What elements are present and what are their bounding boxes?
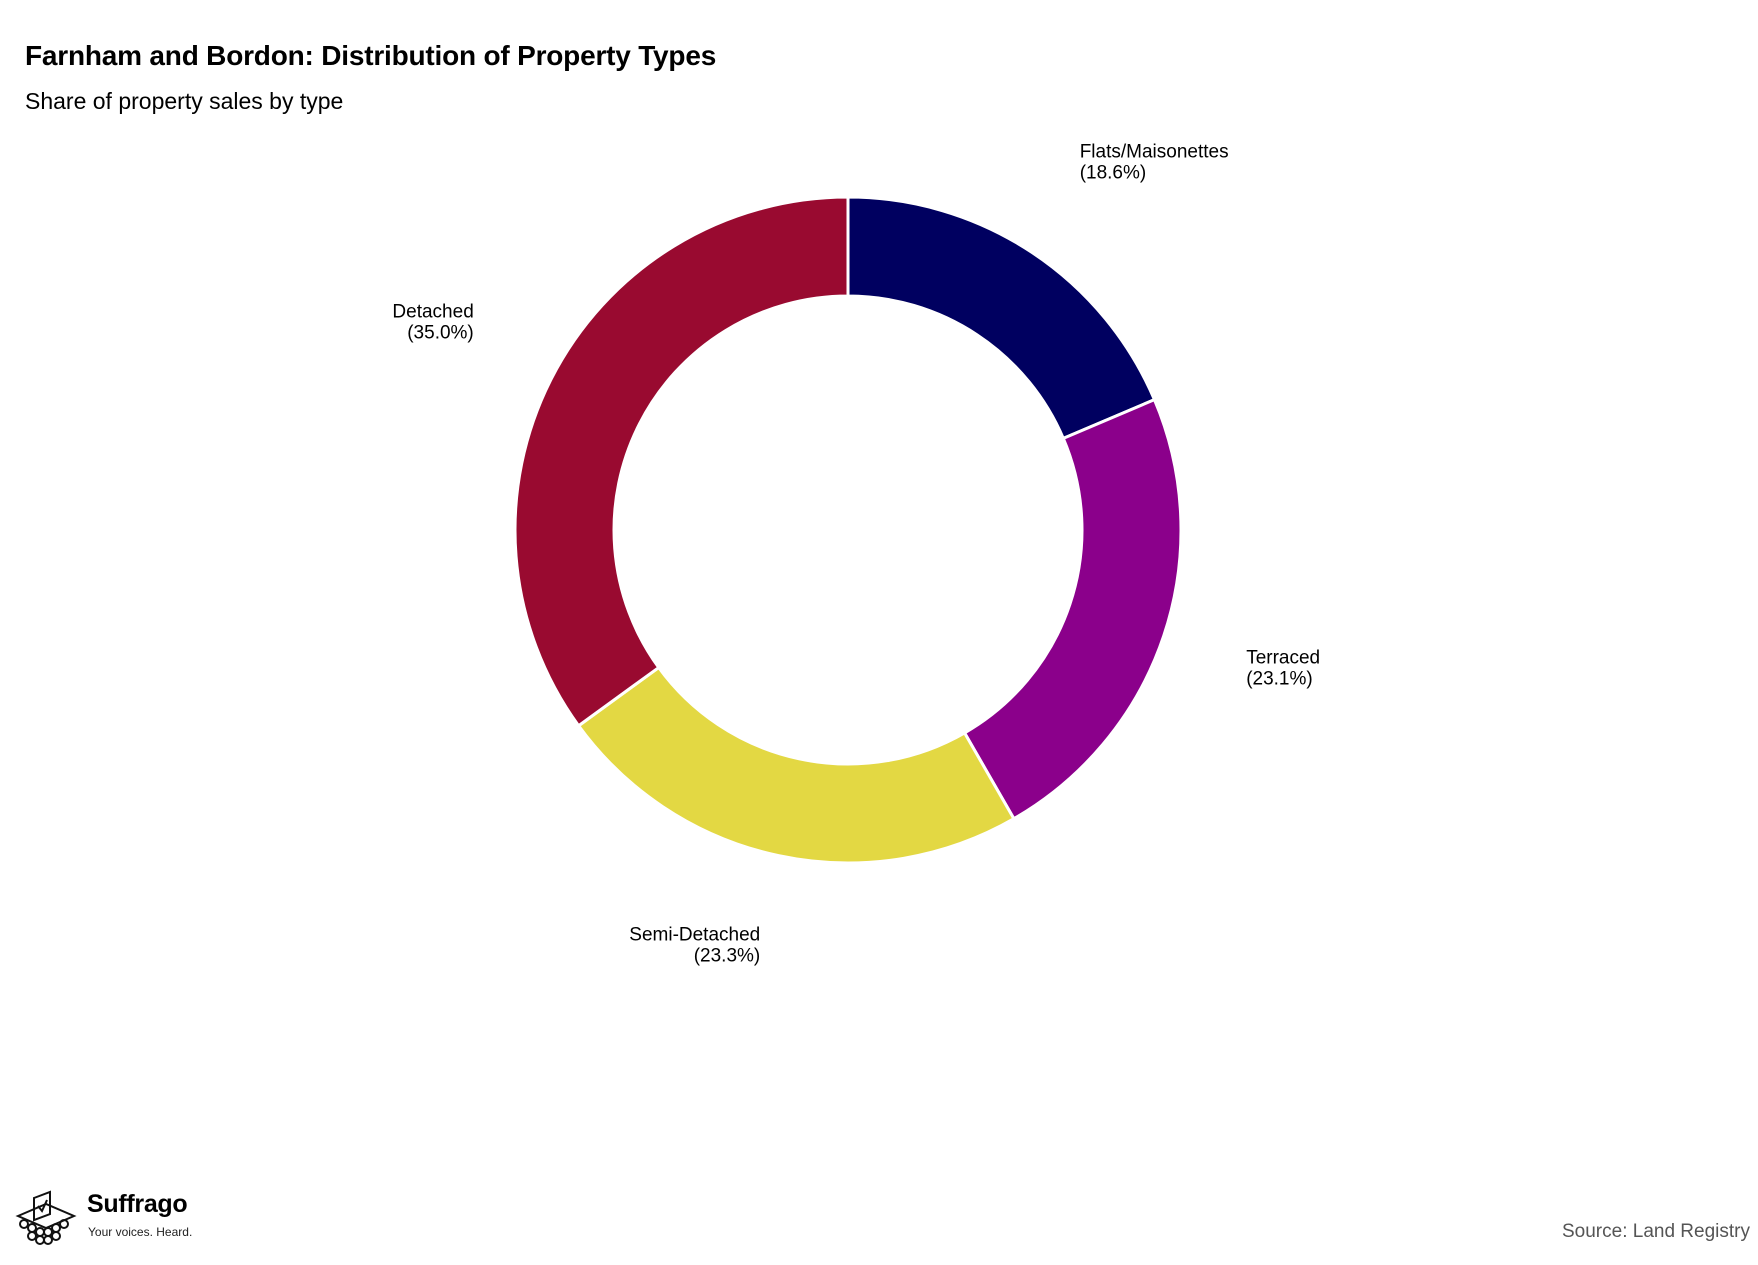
brand-name: Suffrago (87, 1190, 188, 1218)
slice-label-detached: Detached (392, 301, 473, 322)
slice-label-semi-detached: Semi-Detached (629, 925, 760, 946)
slice-flats-maisonettes (846, 195, 1156, 440)
slice-value-terraced: (23.1%) (1246, 669, 1313, 690)
slice-semi-detached (577, 666, 1016, 865)
slice-label-terraced: Terraced (1246, 648, 1320, 669)
slice-value-semi-detached: (23.3%) (694, 946, 761, 967)
brand-logo: Suffrago Your voices. Heard. (14, 1188, 214, 1250)
ballot-box-icon (15, 1190, 77, 1245)
chart-subtitle: Share of property sales by type (25, 88, 344, 114)
slice-value-flats-maisonettes: (18.6%) (1080, 163, 1147, 184)
slice-detached (513, 195, 850, 728)
slice-label-flats-maisonettes: Flats/Maisonettes (1080, 142, 1229, 163)
chart-title: Farnham and Bordon: Distribution of Prop… (25, 40, 717, 71)
brand-tagline: Your voices. Heard. (88, 1225, 193, 1239)
source-note: Source: Land Registry (1562, 1221, 1750, 1242)
slice-terraced (963, 398, 1183, 821)
slice-value-detached: (35.0%) (407, 322, 474, 343)
